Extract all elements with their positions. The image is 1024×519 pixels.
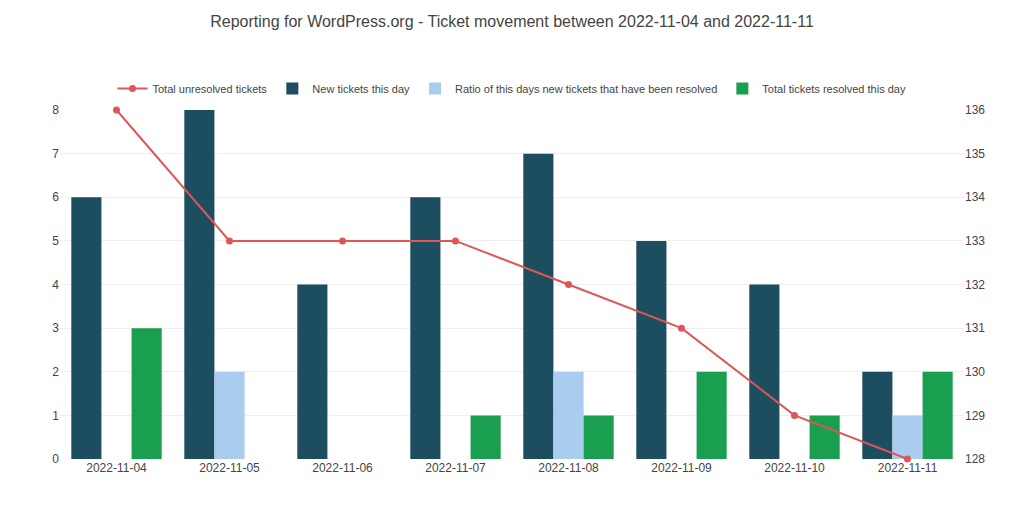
svg-text:2022-11-06: 2022-11-06 — [312, 461, 373, 475]
svg-text:4: 4 — [52, 278, 59, 292]
svg-text:134: 134 — [965, 190, 985, 204]
svg-text:Total tickets resolved this da: Total tickets resolved this day — [762, 83, 906, 95]
svg-text:135: 135 — [965, 147, 985, 161]
svg-text:2022-11-07: 2022-11-07 — [425, 461, 486, 475]
svg-text:2022-11-05: 2022-11-05 — [199, 461, 260, 475]
svg-text:6: 6 — [52, 190, 59, 204]
svg-text:130: 130 — [965, 365, 985, 379]
svg-text:129: 129 — [965, 409, 985, 423]
svg-text:2022-11-09: 2022-11-09 — [651, 461, 712, 475]
svg-text:8: 8 — [52, 103, 59, 117]
svg-text:132: 132 — [965, 278, 985, 292]
svg-text:Total unresolved tickets: Total unresolved tickets — [153, 83, 268, 95]
svg-text:136: 136 — [965, 103, 985, 117]
svg-text:2022-11-11: 2022-11-11 — [878, 461, 938, 475]
svg-text:1: 1 — [52, 409, 59, 423]
svg-text:7: 7 — [52, 147, 59, 161]
svg-text:128: 128 — [965, 452, 985, 466]
svg-text:3: 3 — [52, 321, 59, 335]
svg-text:5: 5 — [52, 234, 59, 248]
svg-text:Ratio of this days new tickets: Ratio of this days new tickets that have… — [455, 83, 717, 95]
svg-text:131: 131 — [965, 321, 985, 335]
svg-text:2022-11-10: 2022-11-10 — [764, 461, 825, 475]
svg-text:New tickets this day: New tickets this day — [312, 83, 410, 95]
svg-text:Reporting for WordPress.org -: Reporting for WordPress.org - Ticket mov… — [210, 13, 814, 30]
svg-text:133: 133 — [965, 234, 985, 248]
svg-text:2022-11-08: 2022-11-08 — [538, 461, 599, 475]
svg-text:2: 2 — [52, 365, 59, 379]
svg-text:2022-11-04: 2022-11-04 — [86, 461, 147, 475]
svg-text:0: 0 — [52, 452, 59, 466]
